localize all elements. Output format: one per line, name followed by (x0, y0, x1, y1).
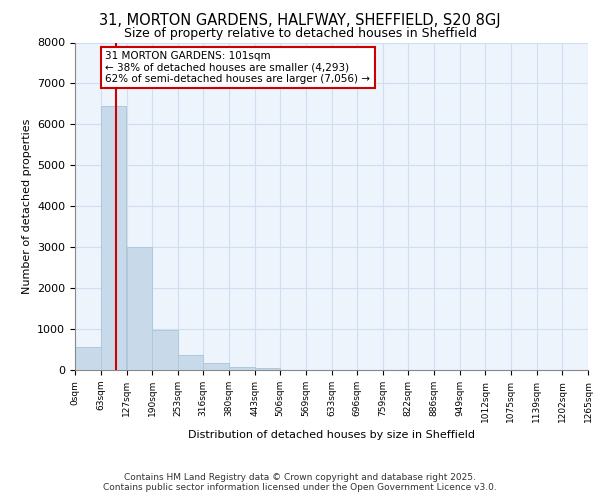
Bar (75, 346, 101, 370)
Bar (203, 364, 229, 370)
Bar (254, 368, 280, 370)
X-axis label: Distribution of detached houses by size in Sheffield: Distribution of detached houses by size … (188, 430, 475, 440)
Y-axis label: Number of detached properties: Number of detached properties (22, 118, 32, 294)
Bar (152, 330, 178, 370)
Bar (101, 106, 126, 370)
Text: 31 MORTON GARDENS: 101sqm
← 38% of detached houses are smaller (4,293)
62% of se: 31 MORTON GARDENS: 101sqm ← 38% of detac… (106, 50, 370, 84)
Bar (127, 247, 152, 370)
Bar (229, 366, 254, 370)
Text: Contains HM Land Registry data © Crown copyright and database right 2025.
Contai: Contains HM Land Registry data © Crown c… (103, 473, 497, 492)
Text: 31, MORTON GARDENS, HALFWAY, SHEFFIELD, S20 8GJ: 31, MORTON GARDENS, HALFWAY, SHEFFIELD, … (99, 12, 501, 28)
Bar (178, 355, 203, 370)
Text: Size of property relative to detached houses in Sheffield: Size of property relative to detached ho… (124, 28, 476, 40)
